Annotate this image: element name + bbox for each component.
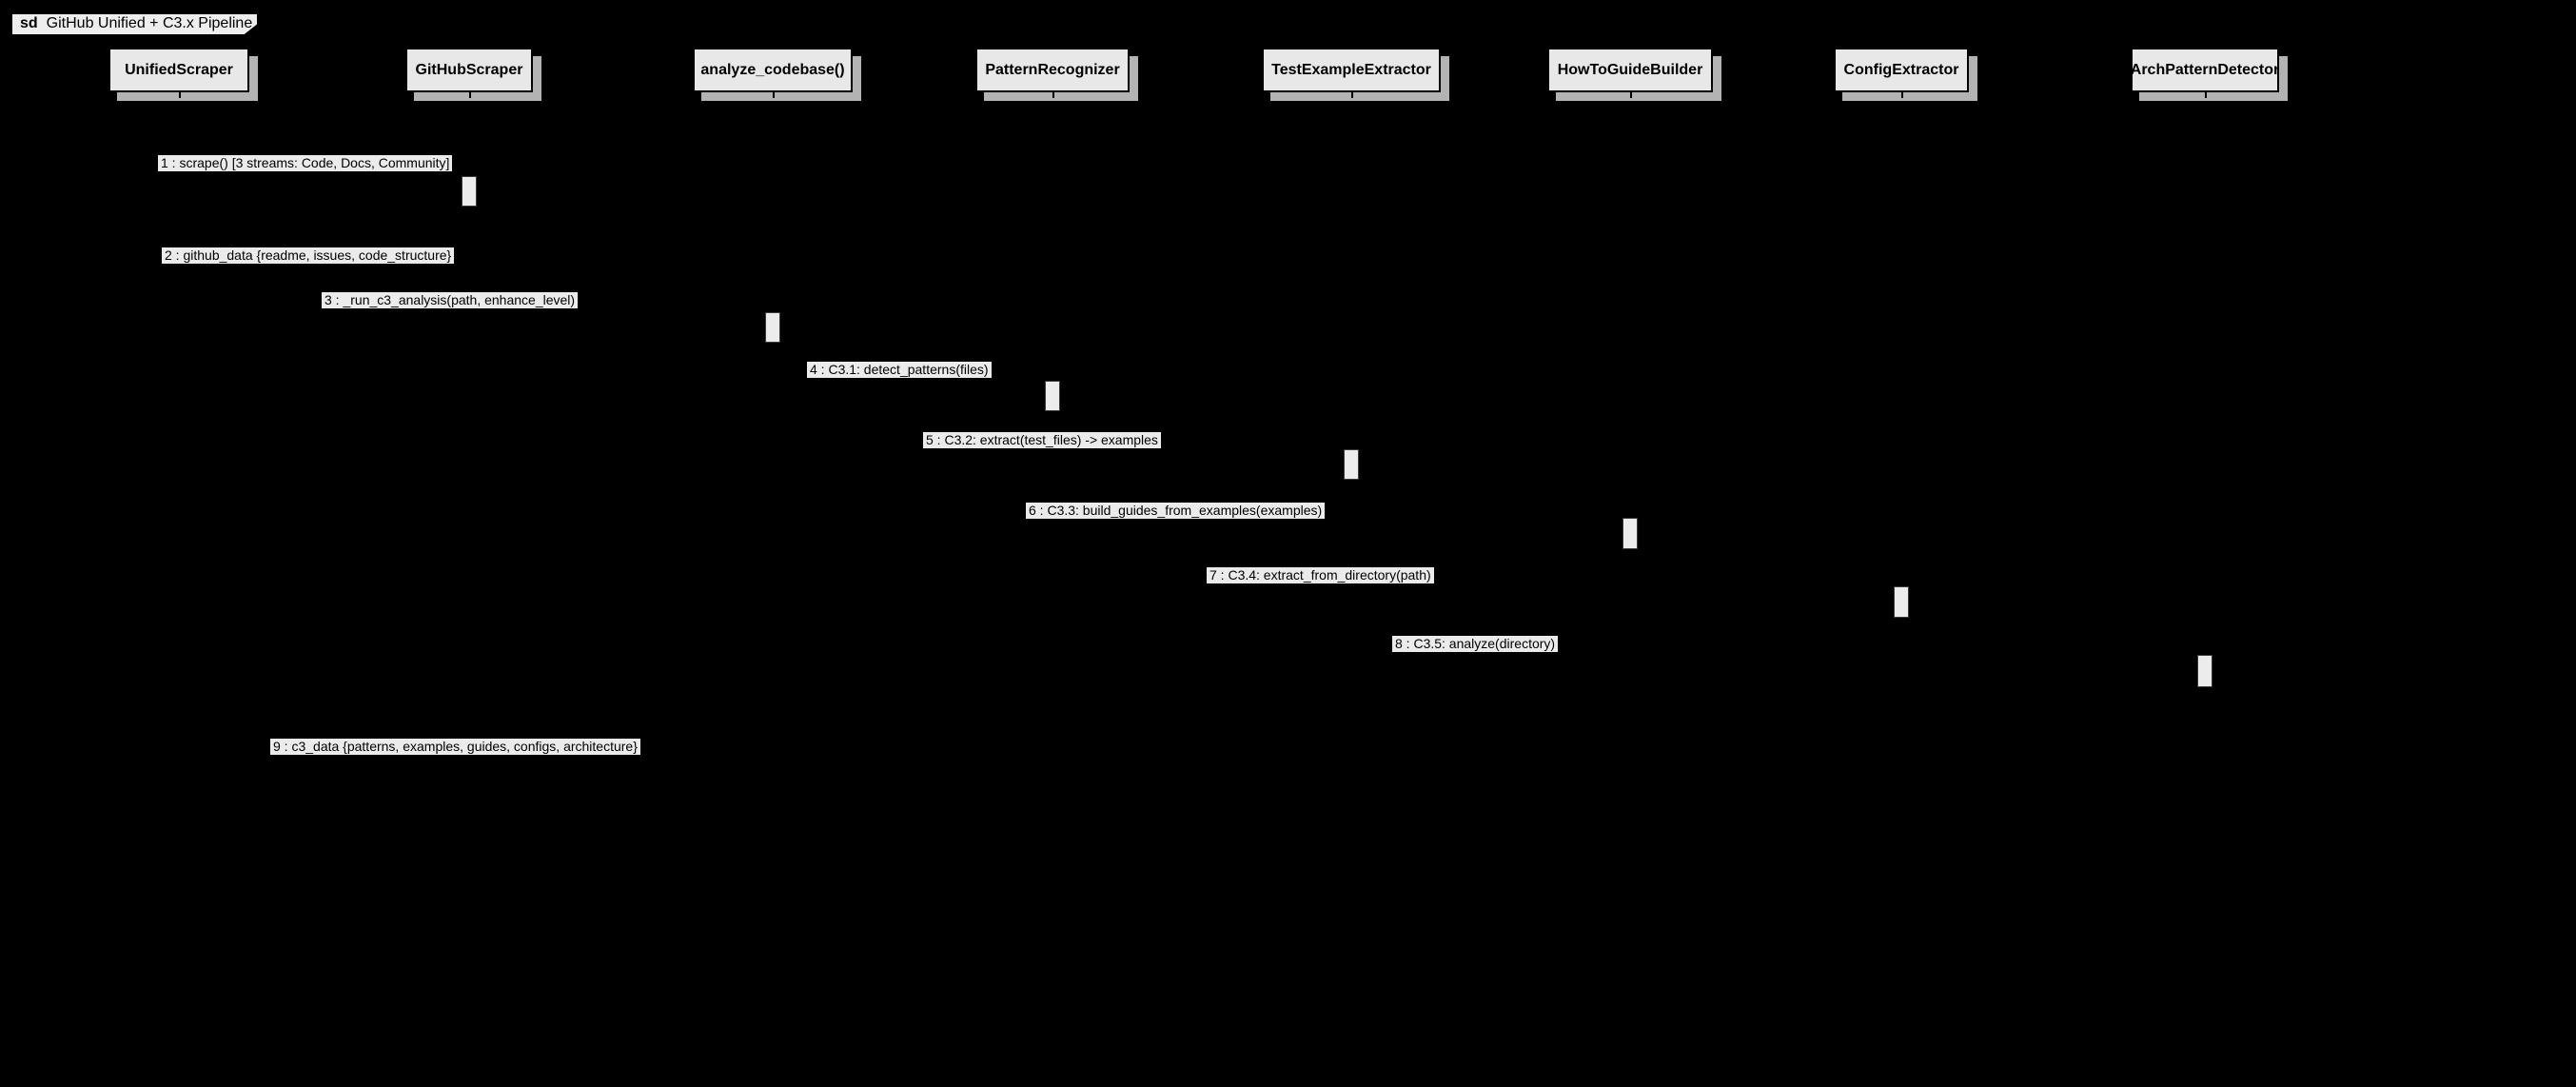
message-line-9 xyxy=(179,758,773,760)
message-line-5 xyxy=(773,450,1351,452)
frame-pentagon-shape xyxy=(10,12,259,36)
message-line-7 xyxy=(773,585,1901,587)
message-label-7: 7 : C3.4: extract_from_directory(path) xyxy=(1207,567,1434,583)
message-label-6: 6 : C3.3: build_guides_from_examples(exa… xyxy=(1026,503,1326,519)
participant-name: TestExampleExtractor xyxy=(1271,61,1431,78)
message-label-5: 5 : C3.2: extract(test_files) -> example… xyxy=(923,432,1161,448)
activation-githubscraper xyxy=(462,176,477,207)
lifeline-unifiedscraper xyxy=(179,92,181,819)
participant-name: ConfigExtractor xyxy=(1843,61,1959,78)
participant-name: ArchPatternDetector xyxy=(2130,61,2280,78)
frame-label-text: sd GitHub Unified + C3.x Pipeline xyxy=(20,12,252,34)
message-line-6 xyxy=(773,521,1630,523)
participant-name: analyze_codebase() xyxy=(700,61,845,78)
message-label-4: 4 : C3.1: detect_patterns(files) xyxy=(807,362,992,378)
frame-label: sd GitHub Unified + C3.x Pipeline xyxy=(10,12,260,36)
participant-head: PatternRecognizer xyxy=(975,48,1130,92)
frame-title: GitHub Unified + C3.x Pipeline xyxy=(46,14,253,31)
message-line-3 xyxy=(179,310,773,312)
activation-patternrecognizer xyxy=(1045,381,1060,411)
message-label-9: 9 : c3_data {patterns, examples, guides,… xyxy=(270,739,640,755)
participant-head: ArchPatternDetector xyxy=(2131,48,2279,92)
message-label-3: 3 : _run_c3_analysis(path, enhance_level… xyxy=(322,292,579,308)
participant-head: analyze_codebase() xyxy=(693,48,853,92)
message-label-1: 1 : scrape() [3 streams: Code, Docs, Com… xyxy=(158,155,453,171)
activation-testexampleextractor xyxy=(1344,449,1359,480)
frame-keyword: sd xyxy=(20,14,38,31)
participant-head: UnifiedScraper xyxy=(108,48,249,92)
message-label-8: 8 : C3.5: analyze(directory) xyxy=(1392,636,1559,652)
lifeline-githubscraper xyxy=(469,92,471,819)
activation-howtoguidebuilder xyxy=(1622,518,1638,549)
message-line-8 xyxy=(773,654,2205,656)
lifeline-configextractor xyxy=(1901,92,1903,819)
message-label-2: 2 : github_data {readme, issues, code_st… xyxy=(162,247,455,264)
message-line-1 xyxy=(179,174,469,176)
participant-head: HowToGuideBuilder xyxy=(1547,48,1713,92)
participant-name: UnifiedScraper xyxy=(125,61,233,78)
lifeline-howtoguidebuilder xyxy=(1630,92,1632,819)
participant-head: TestExampleExtractor xyxy=(1262,48,1441,92)
participant-name: HowToGuideBuilder xyxy=(1557,61,1703,78)
participant-name: PatternRecognizer xyxy=(985,61,1120,78)
lifeline-analyze-codebase xyxy=(773,92,775,819)
message-line-2 xyxy=(179,266,469,267)
activation-archpatterndetector xyxy=(2197,655,2212,687)
participant-head: ConfigExtractor xyxy=(1834,48,1969,92)
lifeline-archpatterndetector xyxy=(2205,92,2207,819)
activation-configextractor xyxy=(1894,586,1909,618)
message-line-4 xyxy=(773,380,1052,382)
lifeline-patternrecognizer xyxy=(1052,92,1054,819)
activation-analyze-codebase xyxy=(765,312,780,343)
participant-name: GitHubScraper xyxy=(415,61,523,78)
participant-head: GitHubScraper xyxy=(405,48,533,92)
